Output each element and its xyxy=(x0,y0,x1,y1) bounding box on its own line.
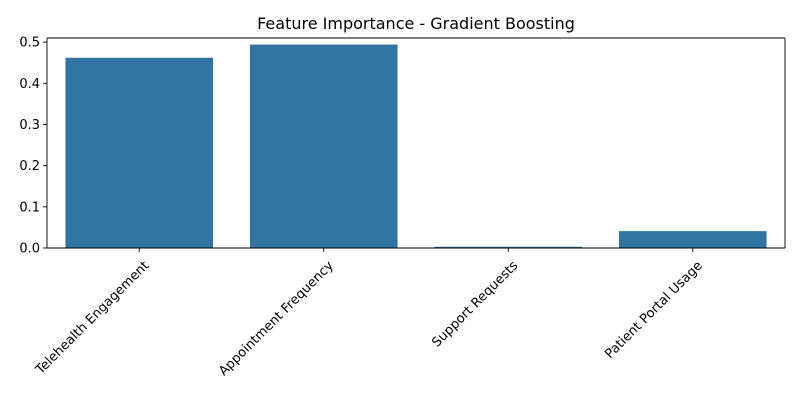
x-tick-label: Telehealth Engagement xyxy=(32,258,152,378)
x-tick-label: Appointment Frequency xyxy=(216,258,337,379)
bar[interactable] xyxy=(434,246,583,248)
bar[interactable] xyxy=(249,44,398,249)
x-tick-label: Support Requests xyxy=(429,258,521,350)
plot-area: 0.0 0.1 0.2 0.3 0.4 0.5 Telehealth Engagement A… xyxy=(19,36,786,379)
bar[interactable] xyxy=(65,57,214,249)
y-tick-label: 0.5 xyxy=(19,36,40,51)
x-tick-label: Patient Portal Usage xyxy=(602,258,706,362)
y-tick-label: 0.0 xyxy=(19,242,40,257)
y-tick-label: 0.2 xyxy=(19,159,40,174)
y-tick-label: 0.4 xyxy=(19,77,40,92)
y-tick-label: 0.3 xyxy=(19,118,40,133)
y-tick-label: 0.1 xyxy=(19,200,40,215)
chart-title: Feature Importance - Gradient Boosting xyxy=(257,14,575,33)
bar[interactable] xyxy=(618,231,767,248)
